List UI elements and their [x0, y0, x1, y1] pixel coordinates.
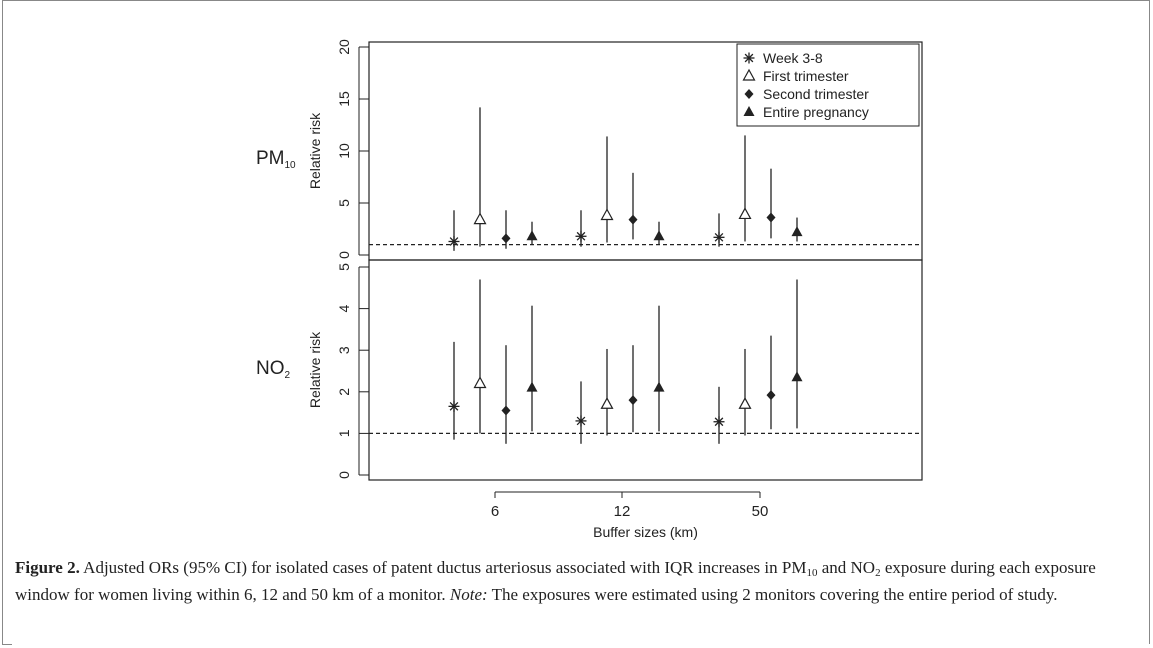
y-tick-label: 0 — [336, 471, 352, 479]
marker-asterisk — [713, 416, 725, 428]
legend-box — [736, 43, 920, 127]
marker-open-triangle — [738, 207, 752, 220]
x-axis-label: Buffer sizes (km) — [593, 524, 698, 540]
marker-filled-triangle — [791, 371, 803, 382]
plot-box — [368, 259, 923, 481]
marker-asterisk — [448, 235, 460, 247]
y-tick-label: 0 — [336, 251, 352, 259]
caption-note-label: Note: — [449, 585, 488, 604]
y-axis-label: Relative risk — [307, 331, 323, 408]
marker-filled-diamond — [628, 395, 638, 406]
marker-filled-diamond — [501, 405, 511, 416]
marker-filled-diamond — [766, 390, 776, 401]
marker-open-triangle — [600, 208, 614, 221]
y-tick-label: 5 — [336, 199, 352, 207]
panel-label-pm10: PM10 — [256, 148, 296, 171]
y-axis-label: Relative risk — [307, 112, 323, 189]
marker-filled-triangle — [653, 230, 665, 241]
marker-asterisk — [575, 230, 587, 242]
y-tick-label: 20 — [336, 39, 352, 55]
marker-asterisk — [713, 231, 725, 243]
marker-filled-diamond — [501, 233, 511, 244]
marker-open-triangle — [600, 397, 614, 409]
marker-open-triangle — [473, 376, 487, 389]
x-tick-label: 50 — [752, 503, 769, 520]
y-tick-label: 4 — [336, 304, 352, 312]
marker-asterisk — [448, 400, 460, 412]
marker-filled-diamond — [628, 214, 638, 225]
caption-figure-label: Figure 2. — [15, 558, 80, 577]
y-tick-label: 10 — [336, 143, 352, 159]
marker-asterisk — [575, 415, 587, 427]
marker-filled-triangle — [791, 226, 803, 237]
x-tick-label: 12 — [614, 503, 631, 520]
marker-filled-triangle — [653, 381, 665, 392]
y-tick-label: 5 — [336, 263, 352, 271]
legend: Week 3-8 First trimester Second trimester E… — [736, 43, 920, 127]
panel-pm10: 0 5 10 15 20 Relative risk Week 3-8 First trime… — [307, 39, 923, 261]
legend-marker-filled-triangle — [743, 106, 755, 116]
legend-marker-asterisk — [743, 52, 755, 64]
marker-filled-diamond — [766, 212, 776, 223]
marker-open-triangle — [473, 212, 487, 225]
marker-open-triangle — [738, 397, 752, 409]
y-tick-label: 3 — [336, 346, 352, 354]
marker-filled-triangle — [526, 230, 538, 241]
legend-label: First trimester — [763, 68, 849, 84]
legend-marker-open-triangle — [742, 68, 756, 81]
x-tick-label: 6 — [491, 503, 499, 520]
frame-bottom-rule — [2, 644, 12, 645]
panel-label-no2: NO2 — [256, 358, 291, 381]
y-tick-label: 2 — [336, 388, 352, 396]
figure-caption: Figure 2. Adjusted ORs (95% CI) for isol… — [15, 558, 1096, 604]
y-tick-label: 1 — [336, 429, 352, 437]
legend-label: Week 3-8 — [763, 50, 823, 66]
y-tick-label: 15 — [336, 91, 352, 107]
legend-marker-filled-diamond — [744, 89, 754, 99]
marker-filled-triangle — [526, 381, 538, 392]
legend-label: Entire pregnancy — [763, 104, 869, 120]
legend-label: Second trimester — [763, 86, 869, 102]
